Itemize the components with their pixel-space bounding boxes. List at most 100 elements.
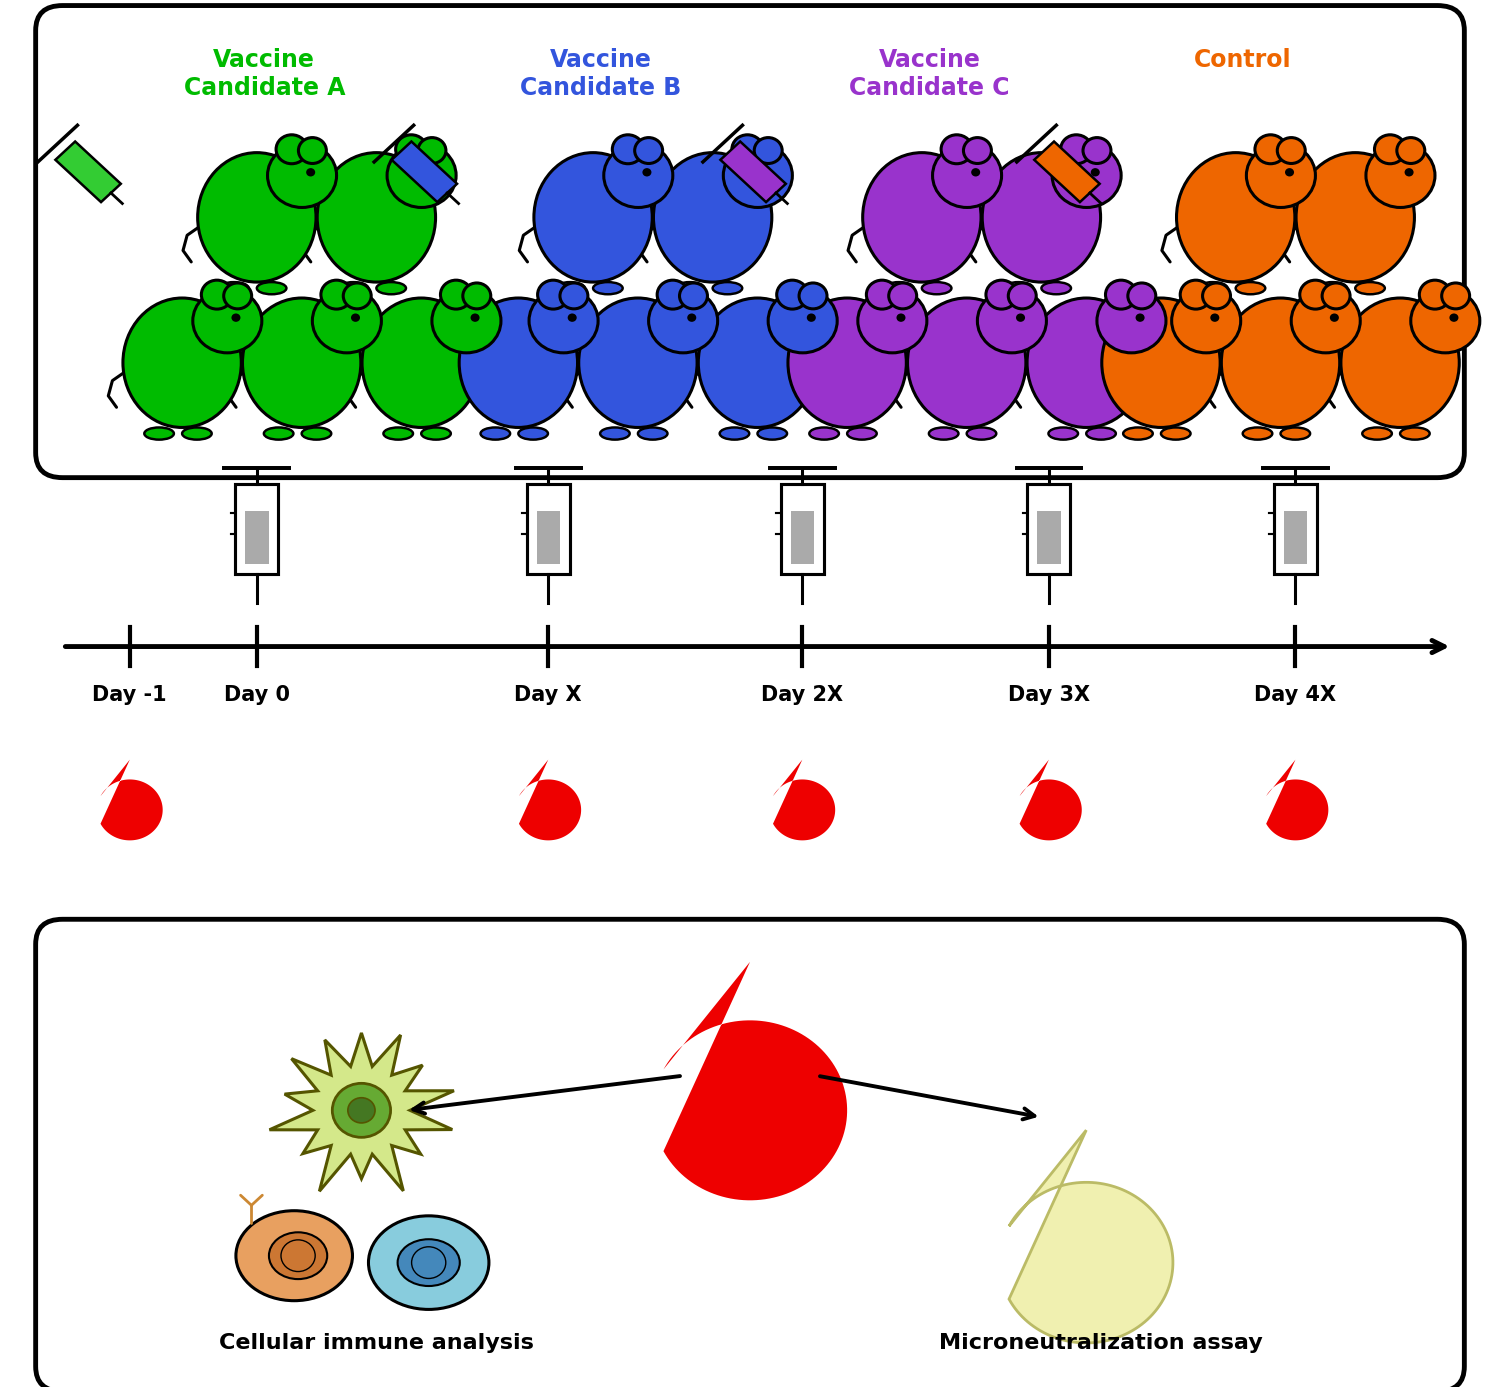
Circle shape — [224, 284, 252, 309]
Bar — [1036, 510, 1060, 564]
Circle shape — [471, 314, 480, 322]
Circle shape — [321, 281, 352, 309]
Circle shape — [306, 168, 315, 177]
Circle shape — [267, 143, 336, 207]
Ellipse shape — [1102, 297, 1220, 428]
Ellipse shape — [1161, 428, 1191, 439]
Ellipse shape — [316, 153, 435, 282]
Ellipse shape — [1041, 282, 1071, 295]
Ellipse shape — [1048, 428, 1078, 439]
Polygon shape — [392, 142, 458, 202]
Ellipse shape — [862, 153, 981, 282]
Bar — [790, 510, 814, 564]
Circle shape — [1300, 281, 1330, 309]
Polygon shape — [100, 760, 162, 841]
Polygon shape — [720, 142, 786, 202]
Ellipse shape — [1028, 297, 1146, 428]
Ellipse shape — [459, 297, 578, 428]
Circle shape — [1106, 281, 1137, 309]
Circle shape — [396, 135, 427, 164]
Polygon shape — [772, 760, 836, 841]
Ellipse shape — [144, 428, 174, 439]
Circle shape — [432, 289, 501, 353]
Ellipse shape — [302, 428, 332, 439]
Circle shape — [426, 168, 435, 177]
Ellipse shape — [1281, 428, 1310, 439]
Circle shape — [387, 143, 456, 207]
Ellipse shape — [369, 1216, 489, 1309]
Ellipse shape — [519, 428, 548, 439]
Circle shape — [194, 289, 262, 353]
Circle shape — [768, 289, 837, 353]
Circle shape — [344, 284, 370, 309]
Ellipse shape — [219, 282, 249, 295]
Ellipse shape — [243, 297, 362, 428]
Text: Vaccine
Candidate C: Vaccine Candidate C — [849, 49, 1010, 100]
Ellipse shape — [847, 428, 876, 439]
Circle shape — [1278, 138, 1305, 164]
Ellipse shape — [362, 297, 480, 428]
Circle shape — [867, 281, 897, 309]
Circle shape — [732, 135, 764, 164]
Ellipse shape — [1176, 153, 1294, 282]
Ellipse shape — [675, 282, 705, 295]
Circle shape — [351, 314, 360, 322]
Circle shape — [1292, 289, 1360, 353]
FancyBboxPatch shape — [236, 484, 279, 574]
Ellipse shape — [534, 153, 652, 282]
Ellipse shape — [638, 428, 668, 439]
Text: Control: Control — [1194, 49, 1292, 72]
Polygon shape — [1034, 142, 1100, 202]
Ellipse shape — [699, 297, 816, 428]
Polygon shape — [519, 760, 580, 841]
Ellipse shape — [592, 282, 622, 295]
Bar — [1284, 510, 1306, 564]
Ellipse shape — [264, 428, 294, 439]
Text: Vaccine
Candidate B: Vaccine Candidate B — [520, 49, 681, 100]
Circle shape — [1246, 143, 1316, 207]
Circle shape — [604, 143, 674, 207]
Ellipse shape — [256, 282, 286, 295]
Circle shape — [897, 314, 906, 322]
Ellipse shape — [1400, 428, 1429, 439]
Text: Day X: Day X — [514, 685, 582, 705]
Circle shape — [560, 284, 588, 309]
FancyBboxPatch shape — [36, 6, 1464, 478]
Ellipse shape — [579, 297, 698, 428]
Ellipse shape — [1296, 153, 1414, 282]
Ellipse shape — [268, 1233, 327, 1279]
Ellipse shape — [236, 1211, 352, 1301]
FancyBboxPatch shape — [780, 484, 824, 574]
Text: Day 4X: Day 4X — [1254, 685, 1336, 705]
Circle shape — [1052, 143, 1120, 207]
Ellipse shape — [555, 282, 585, 295]
Circle shape — [1286, 168, 1294, 177]
Circle shape — [530, 289, 598, 353]
Circle shape — [1449, 314, 1458, 322]
Ellipse shape — [480, 428, 510, 439]
Ellipse shape — [982, 153, 1101, 282]
Ellipse shape — [384, 428, 412, 439]
Polygon shape — [1010, 1130, 1173, 1343]
Circle shape — [1366, 143, 1436, 207]
Circle shape — [642, 168, 651, 177]
Ellipse shape — [810, 428, 838, 439]
Polygon shape — [270, 1033, 454, 1191]
Circle shape — [298, 138, 327, 164]
Ellipse shape — [1221, 297, 1340, 428]
Circle shape — [807, 314, 816, 322]
FancyBboxPatch shape — [1274, 484, 1317, 574]
Circle shape — [1016, 314, 1025, 322]
Circle shape — [634, 138, 663, 164]
Circle shape — [970, 168, 980, 177]
Ellipse shape — [922, 282, 951, 295]
Circle shape — [419, 138, 446, 164]
FancyBboxPatch shape — [1028, 484, 1071, 574]
Ellipse shape — [1354, 282, 1384, 295]
Circle shape — [858, 289, 927, 353]
Polygon shape — [663, 962, 847, 1201]
Ellipse shape — [1242, 428, 1272, 439]
Polygon shape — [1020, 760, 1082, 841]
Circle shape — [680, 284, 708, 309]
Circle shape — [231, 314, 240, 322]
